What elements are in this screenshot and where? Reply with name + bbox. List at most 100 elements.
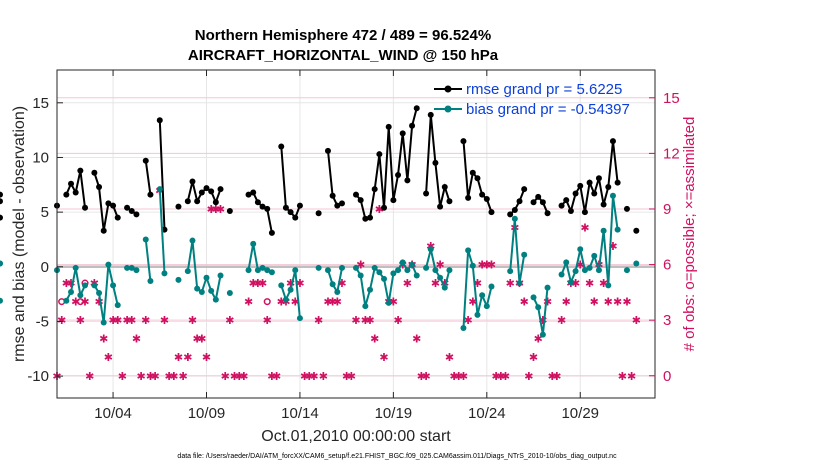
bias-point bbox=[324, 267, 331, 274]
bias-point bbox=[156, 186, 163, 193]
bias-point bbox=[72, 264, 79, 271]
obs-assimilated-marker: ✱ bbox=[524, 370, 533, 383]
bias-point bbox=[287, 286, 294, 293]
rmse-point bbox=[96, 183, 103, 190]
rmse-point bbox=[114, 214, 121, 221]
obs-assimilated-marker: ✱ bbox=[351, 314, 360, 327]
rmse-point bbox=[581, 209, 588, 216]
obs-assimilated-marker: ✱ bbox=[361, 314, 370, 327]
plot-frame bbox=[56, 69, 656, 399]
rmse-point bbox=[334, 202, 341, 209]
rmse-point bbox=[586, 179, 593, 186]
bias-point bbox=[423, 264, 430, 271]
obs-assimilated-marker: ✱ bbox=[179, 370, 188, 383]
obs-assimilated-marker: ✱ bbox=[113, 314, 122, 327]
rmse-point bbox=[479, 191, 486, 198]
bias-point bbox=[437, 274, 444, 281]
obs-assimilated-marker: ✱ bbox=[608, 240, 617, 253]
rmse-line-segment bbox=[355, 108, 418, 220]
rmse-line-segment bbox=[158, 120, 166, 230]
obs-assimilated-marker: ✱ bbox=[211, 203, 220, 216]
rmse-point bbox=[278, 143, 285, 150]
rmse-point bbox=[315, 210, 322, 217]
obs-assimilated-marker: ✱ bbox=[333, 296, 342, 309]
bias-point bbox=[292, 267, 299, 274]
rmse-point bbox=[0, 191, 3, 198]
bias-point bbox=[63, 297, 70, 304]
bias-point bbox=[82, 282, 89, 289]
obs-assimilated-marker: ✱ bbox=[571, 277, 580, 290]
rmse-point bbox=[390, 197, 397, 204]
obs-assimilated-marker: ✱ bbox=[538, 314, 547, 327]
bias-point bbox=[362, 303, 369, 310]
obs-assimilated-marker: ✱ bbox=[300, 370, 309, 383]
obs-assimilated-marker: ✱ bbox=[590, 296, 599, 309]
bias-point bbox=[460, 325, 467, 332]
bias-point bbox=[184, 268, 191, 275]
obs-assimilated-marker: ✱ bbox=[235, 370, 244, 383]
obs-assimilated-marker: ✱ bbox=[548, 370, 557, 383]
rmse-point bbox=[212, 199, 219, 206]
obs-assimilated-marker: ✱ bbox=[604, 296, 613, 309]
y-tick-label: -10 bbox=[27, 368, 49, 385]
obs-assimilated-marker: ✱ bbox=[464, 314, 473, 327]
obs-assimilated-marker: ✱ bbox=[160, 314, 169, 327]
bias-point bbox=[245, 267, 252, 274]
rmse-point bbox=[217, 186, 224, 193]
rmse-point bbox=[338, 200, 345, 207]
x-axis-label: Oct.01,2010 00:00:00 start bbox=[261, 428, 451, 445]
bias-point bbox=[544, 284, 551, 291]
bias-point bbox=[226, 290, 233, 297]
obs-assimilated-marker: ✱ bbox=[249, 277, 258, 290]
bias-series bbox=[0, 186, 640, 338]
rmse-point bbox=[0, 198, 3, 205]
bias-point bbox=[567, 279, 574, 286]
bias-point bbox=[609, 192, 616, 199]
rmse-point bbox=[226, 208, 233, 215]
obs-assimilated-marker: ✱ bbox=[585, 277, 594, 290]
bias-point bbox=[128, 264, 135, 271]
rmse-point bbox=[567, 208, 574, 215]
chart-title-line1: Northern Hemisphere 472 / 489 = 96.524% bbox=[195, 27, 491, 44]
bias-point bbox=[488, 283, 495, 290]
obs-assimilated-marker: ✱ bbox=[403, 277, 412, 290]
rmse-point bbox=[507, 211, 514, 218]
obs-assimilated-marker: ✱ bbox=[379, 351, 388, 364]
bias-point bbox=[446, 267, 453, 274]
bias-point bbox=[385, 299, 392, 306]
obs-assimilated-marker: ✱ bbox=[632, 314, 641, 327]
bias-point bbox=[577, 246, 584, 253]
y-tick-label: 0 bbox=[41, 259, 49, 276]
legend-bias-marker bbox=[444, 105, 452, 113]
rmse-point bbox=[110, 202, 117, 209]
bias-point bbox=[68, 288, 75, 295]
obs-assimilated-marker: ✱ bbox=[473, 277, 482, 290]
obs-assimilated-marker: ✱ bbox=[375, 203, 384, 216]
bias-point bbox=[633, 260, 640, 267]
rmse-point bbox=[156, 117, 163, 124]
bias-point bbox=[535, 304, 542, 311]
bias-point bbox=[357, 272, 364, 279]
rmse-point bbox=[423, 190, 430, 197]
rmse-point bbox=[474, 175, 481, 182]
bias-point bbox=[338, 264, 345, 271]
y2-tick-label: 12 bbox=[663, 145, 680, 162]
bias-point bbox=[381, 275, 388, 282]
rmse-line-segment bbox=[532, 195, 549, 214]
bias-point bbox=[469, 262, 476, 269]
obs-assimilated-marker: ✱ bbox=[309, 370, 318, 383]
rmse-point bbox=[605, 183, 612, 190]
rmse-point bbox=[296, 202, 303, 209]
obs-assimilated-marker: ✱ bbox=[562, 296, 571, 309]
bias-point bbox=[465, 247, 472, 254]
x-tick-label: 10/04 bbox=[94, 405, 132, 422]
obs-assimilated-marker: ✱ bbox=[534, 333, 543, 346]
obs-assimilated-marker: ✱ bbox=[459, 370, 468, 383]
rmse-point bbox=[91, 169, 98, 176]
obs-assimilated-marker: ✱ bbox=[506, 277, 515, 290]
bias-point bbox=[539, 331, 546, 338]
bias-point bbox=[278, 282, 285, 289]
obs-assimilated-marker: ✱ bbox=[580, 222, 589, 235]
footer-data-file: data file: /Users/raeder/DAI/ATM_forcXX/… bbox=[177, 453, 617, 460]
bias-point bbox=[390, 270, 397, 277]
